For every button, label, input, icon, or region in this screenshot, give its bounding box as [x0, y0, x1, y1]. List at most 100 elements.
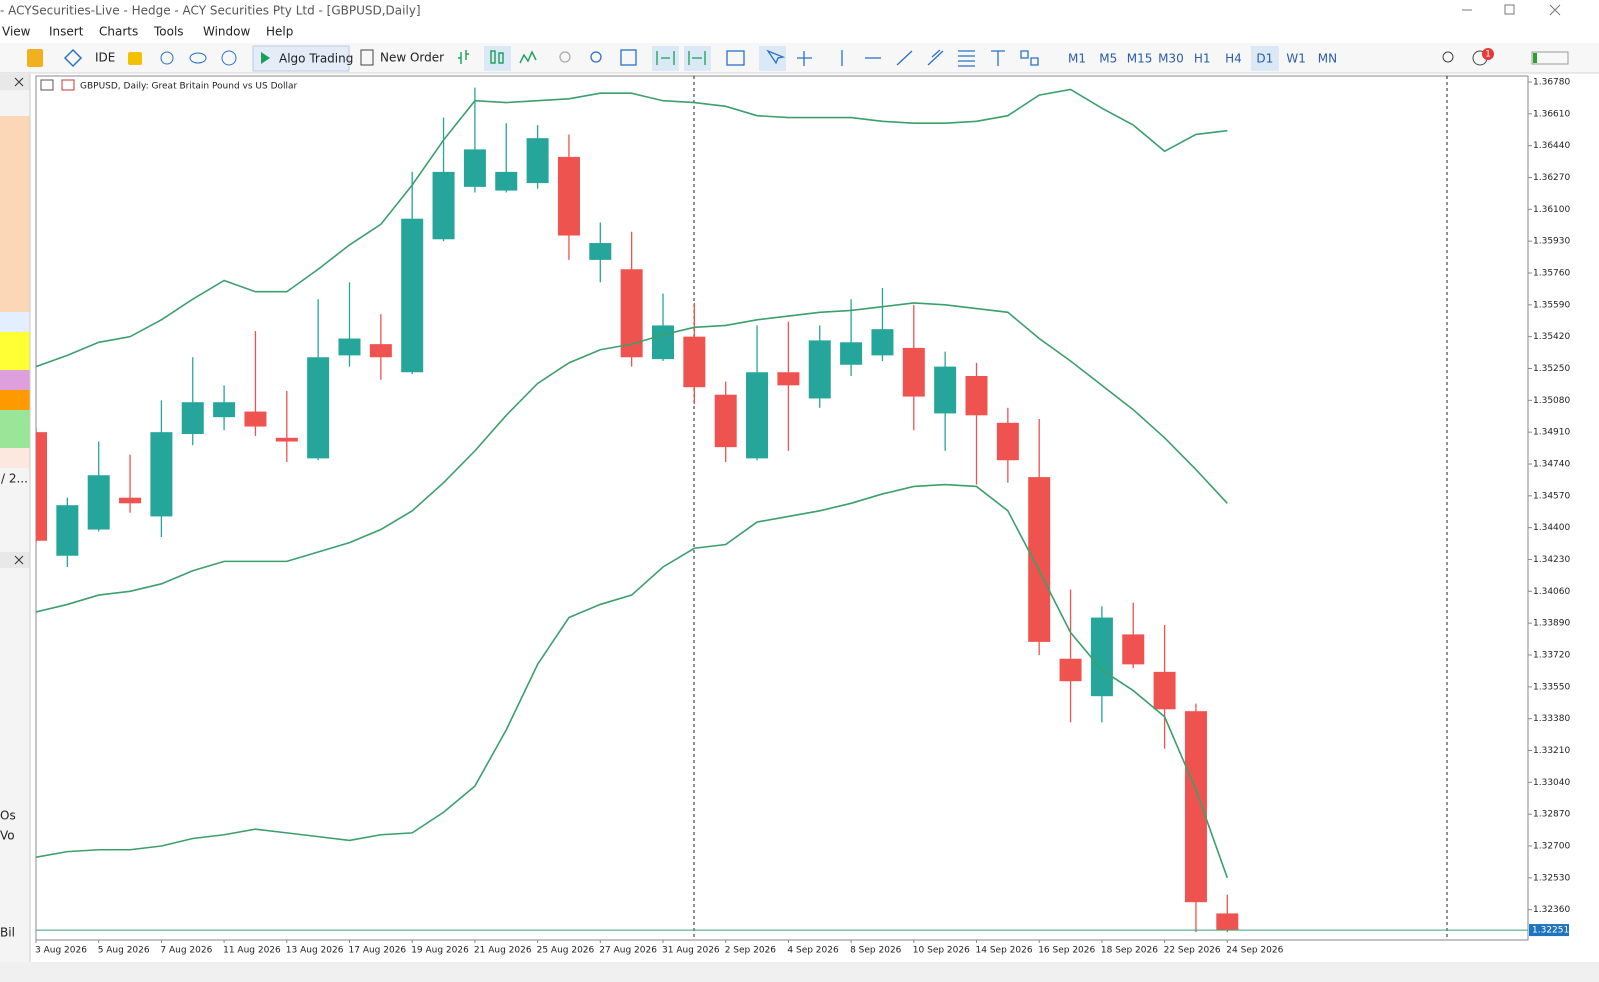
y-tick-label: 1.34910	[1533, 428, 1570, 438]
channel-icon[interactable]	[927, 49, 944, 66]
chart-type-icons	[458, 46, 537, 71]
y-tick-label: 1.34570	[1533, 491, 1570, 501]
menu-item[interactable]: Help	[266, 25, 293, 39]
candle-body	[526, 138, 549, 184]
y-tick-label: 1.35080	[1533, 396, 1570, 406]
candle-body	[181, 402, 204, 435]
timeframe-button[interactable]: H4	[1225, 52, 1242, 66]
candle-body	[432, 171, 455, 240]
vps-icon[interactable]	[160, 51, 174, 65]
shapes-icon[interactable]	[1020, 50, 1039, 66]
autoscroll-icon[interactable]	[656, 51, 675, 65]
menu-item[interactable]: Charts	[99, 25, 138, 39]
menu-item[interactable]: Insert	[49, 25, 84, 39]
x-tick-label: 16 Sep 2026	[1038, 946, 1095, 956]
side-item: Bil	[0, 926, 15, 940]
x-tick-label: 22 Sep 2026	[1164, 946, 1221, 956]
play-icon	[261, 52, 270, 64]
chart-menu-icon[interactable]	[40, 79, 54, 91]
crosshair-icon[interactable]	[797, 51, 812, 66]
panel-close[interactable]	[14, 77, 24, 87]
tile-icon[interactable]	[620, 49, 637, 66]
timeframe-button[interactable]: M15	[1127, 52, 1153, 66]
new-order-label[interactable]: New Order	[380, 51, 444, 65]
candle-body	[620, 269, 643, 358]
candle-body	[338, 338, 361, 356]
shift-icon[interactable]	[688, 51, 706, 65]
candle-body	[307, 357, 330, 459]
bar-chart-icon[interactable]	[458, 50, 469, 64]
navigator-icon[interactable]	[63, 48, 83, 68]
cloud-icon[interactable]	[189, 52, 207, 64]
y-tick-label: 1.34740	[1533, 459, 1570, 469]
y-tick-label: 1.33040	[1533, 778, 1570, 788]
screenshot-icon[interactable]	[726, 50, 745, 66]
candle-body	[119, 497, 142, 504]
menu-item[interactable]: View	[2, 25, 31, 39]
ide-button[interactable]: IDE	[95, 51, 115, 65]
restore-button[interactable]	[1504, 4, 1515, 15]
timeframe-button[interactable]: H1	[1194, 52, 1211, 66]
notification-badge	[1482, 48, 1494, 60]
view-icons	[559, 46, 1039, 71]
y-tick-label: 1.35250	[1533, 364, 1570, 374]
y-tick-label: 1.35760	[1533, 268, 1570, 278]
candle-body	[996, 422, 1019, 461]
candle-body	[495, 171, 518, 191]
menu-item[interactable]: Window	[203, 25, 251, 39]
trendline-icon[interactable]	[896, 50, 913, 66]
bollinger-band	[36, 88, 1228, 368]
timeframe-button[interactable]: D1	[1256, 52, 1273, 66]
candle-body	[871, 329, 894, 356]
search-icon[interactable]	[1442, 51, 1454, 63]
zoom-in-icon[interactable]	[559, 51, 571, 63]
y-tick-label: 1.34060	[1533, 587, 1570, 597]
candle-body	[56, 505, 79, 556]
notification-count: 1	[1485, 50, 1491, 60]
line-chart-icon[interactable]	[519, 50, 537, 64]
menu-item[interactable]: Tools	[153, 25, 184, 39]
timeframe-button[interactable]: M5	[1099, 52, 1117, 66]
text-icon[interactable]	[991, 50, 1005, 66]
last-price-label: 1.32251	[1532, 926, 1569, 936]
candle-chart-icon[interactable]	[490, 50, 496, 64]
x-tick-label: 3 Aug 2026	[35, 946, 87, 956]
y-tick-label: 1.36270	[1533, 173, 1570, 183]
title-bar	[0, 0, 1599, 22]
candle-body	[746, 372, 769, 459]
algo-trading-button[interactable]	[252, 45, 350, 72]
zoom-out-icon[interactable]	[590, 51, 602, 63]
y-tick-label: 1.32530	[1533, 873, 1570, 883]
x-tick-label: 5 Aug 2026	[98, 946, 150, 956]
candle-body	[589, 243, 612, 260]
y-tick-label: 1.33550	[1533, 682, 1570, 692]
market-icon[interactable]	[27, 49, 43, 67]
algo-trading-label: Algo Trading	[279, 52, 353, 66]
candle-body	[1059, 658, 1082, 682]
signals-icon[interactable]	[128, 52, 142, 65]
x-tick-label: 7 Aug 2026	[160, 946, 212, 956]
cursor-icon[interactable]	[766, 49, 786, 65]
fibo-icon[interactable]	[958, 50, 975, 67]
chart-symbol-icon[interactable]	[61, 79, 75, 91]
x-tick-label: 25 Aug 2026	[537, 946, 595, 956]
candle-body	[275, 437, 298, 442]
candle-body	[777, 372, 800, 386]
panel-close[interactable]	[14, 555, 24, 565]
candle-body	[401, 218, 424, 373]
candle-body	[1153, 671, 1176, 710]
timeframe-button[interactable]: MN	[1318, 52, 1337, 66]
web-icon[interactable]	[221, 50, 237, 66]
close-button[interactable]	[1549, 4, 1561, 16]
side-item: / 2...	[1, 472, 28, 486]
candle-body	[36, 432, 47, 541]
candle-active-bg	[484, 46, 511, 71]
y-tick-label: 1.35420	[1533, 332, 1570, 342]
chart-title: GBPUSD, Daily: Great Britain Pound vs US…	[80, 82, 298, 92]
timeframe-button[interactable]: W1	[1286, 52, 1306, 66]
timeframe-button[interactable]: M30	[1158, 52, 1184, 66]
timeframe-button[interactable]: M1	[1068, 52, 1086, 66]
bollinger-band	[36, 302, 1228, 613]
new-order-icon[interactable]	[360, 49, 374, 66]
y-tick-label: 1.36100	[1533, 205, 1570, 215]
